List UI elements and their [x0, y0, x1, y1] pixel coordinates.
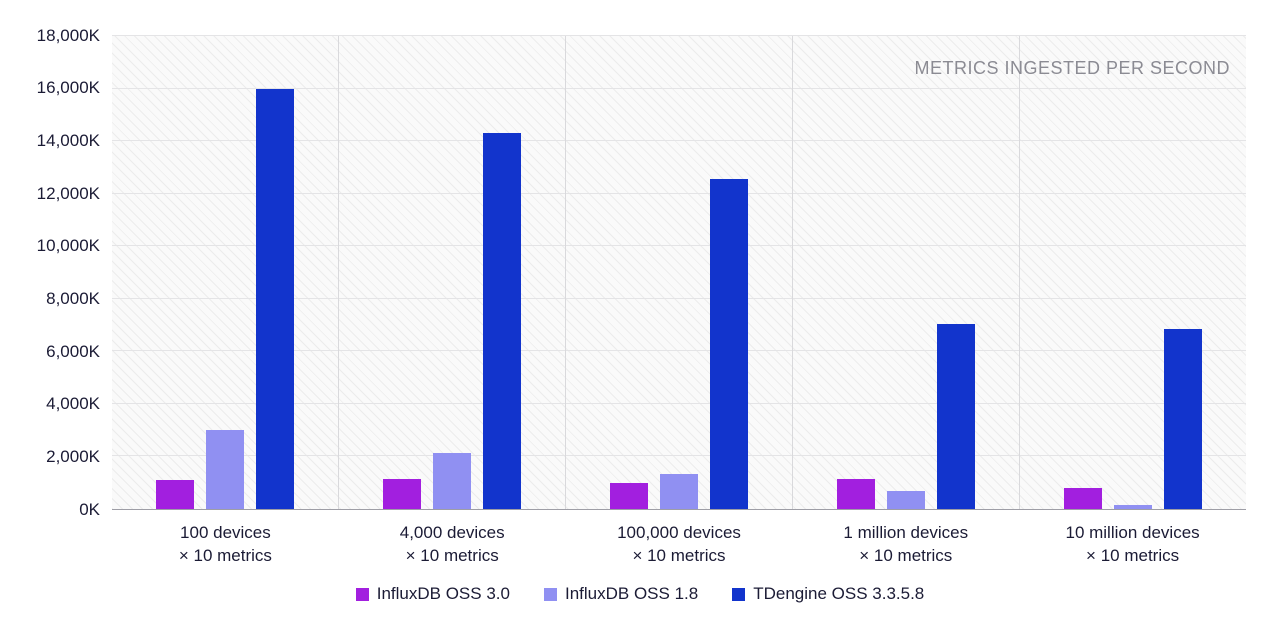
gridline — [112, 35, 1246, 36]
bar-tdengine-oss-3-3-5-8 — [256, 88, 294, 509]
legend-swatch — [732, 587, 746, 601]
category-panel — [112, 36, 338, 509]
category-label: 1 million devices × 10 metrics — [843, 523, 969, 565]
legend-item: TDengine OSS 3.3.5.8 — [732, 584, 924, 604]
y-tick-label: 18,000K — [36, 25, 100, 45]
category-label: 100 devices × 10 metrics — [178, 523, 272, 565]
gridline — [112, 87, 1246, 89]
y-tick-label: 0K — [79, 499, 100, 519]
gridline — [112, 192, 1246, 194]
legend-swatch — [355, 587, 369, 601]
gridline — [112, 350, 1246, 352]
y-tick-label: 8,000K — [46, 289, 100, 308]
legend-swatch — [543, 587, 557, 601]
category-panel — [338, 36, 565, 509]
gridline — [112, 245, 1246, 247]
gridline — [112, 140, 1246, 142]
chart-title: METRICS INGESTED PER SECOND — [914, 58, 1230, 78]
category-label: 4,000 devices × 10 metrics — [399, 523, 505, 565]
plot-area: METRICS INGESTED PER SECOND — [112, 35, 1246, 510]
bar-influxdb-oss-3-0 — [837, 478, 875, 509]
legend: InfluxDB OSS 3.0 InfluxDB OSS 1.8 TDengine… — [0, 584, 1280, 604]
bar-tdengine-oss-3-3-5-8 — [710, 179, 748, 509]
bar-influxdb-oss-1-8 — [1114, 505, 1152, 509]
bar-tdengine-oss-3-3-5-8 — [483, 133, 521, 509]
panels-container — [112, 36, 1246, 509]
bar-influxdb-oss-3-0 — [383, 478, 421, 509]
y-tick-label: 4,000K — [46, 394, 100, 414]
x-axis: 100 devices × 10 metrics 4,000 devices × 10… — [112, 522, 1246, 568]
bar-tdengine-oss-3-3-5-8 — [937, 323, 975, 509]
legend-item: InfluxDB OSS 3.0 — [355, 584, 510, 604]
bar-influxdb-oss-1-8 — [660, 473, 698, 509]
y-tick-label: 14,000K — [36, 131, 100, 150]
legend-item: InfluxDB OSS 1.8 — [543, 584, 699, 604]
bar-influxdb-oss-3-0 — [156, 480, 194, 509]
category-label: 100,000 devices × 10 metrics — [617, 523, 741, 565]
bar-influxdb-oss-3-0 — [610, 482, 648, 509]
y-axis: 0K 2,000K 4,000K 6,000K 8,000K 10,000K 12,000K… — [0, 26, 100, 518]
y-tick-label: 6,000K — [46, 341, 100, 361]
y-tick-label: 16,000K — [36, 78, 100, 98]
legend-label: InfluxDB OSS 1.8 — [564, 584, 699, 603]
category-panel — [1019, 36, 1246, 509]
y-tick-label: 2,000K — [46, 447, 100, 466]
y-tick-label: 10,000K — [36, 236, 100, 256]
legend-label: TDengine OSS 3.3.5.8 — [753, 584, 925, 603]
gridline — [112, 455, 1246, 457]
bar-influxdb-oss-1-8 — [433, 452, 471, 509]
category-label: 10 million devices × 10 metrics — [1065, 523, 1200, 565]
bar-influxdb-oss-1-8 — [206, 430, 244, 509]
bar-influxdb-oss-1-8 — [887, 490, 925, 509]
bar-influxdb-oss-3-0 — [1064, 487, 1102, 509]
gridline — [112, 297, 1246, 299]
legend-label: InfluxDB OSS 3.0 — [376, 584, 510, 603]
category-panel — [565, 36, 792, 509]
category-panel — [792, 36, 1019, 509]
gridline — [112, 402, 1246, 404]
bar-tdengine-oss-3-3-5-8 — [1164, 329, 1202, 509]
y-tick-label: 12,000K — [36, 183, 100, 203]
